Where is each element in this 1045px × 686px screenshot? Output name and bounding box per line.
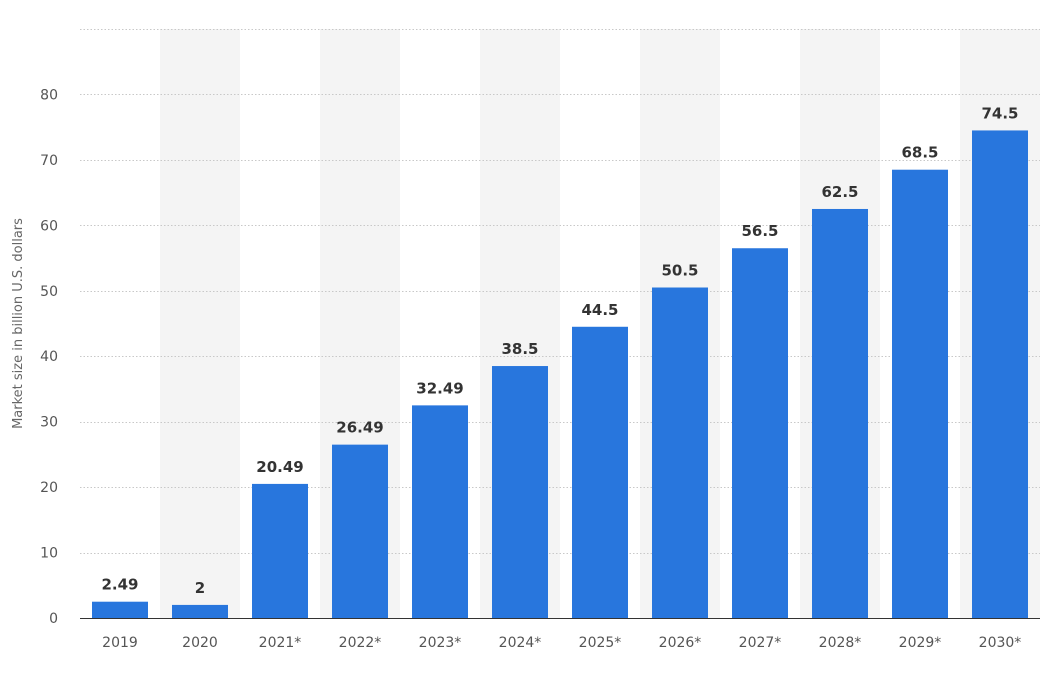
data-label: 50.5 (661, 262, 698, 280)
bar[interactable] (812, 208, 868, 618)
gridlines (80, 29, 1040, 554)
y-tick-label: 40 (40, 349, 58, 365)
y-tick-label: 30 (40, 415, 58, 431)
bar[interactable] (972, 130, 1028, 618)
data-label: 20.49 (256, 458, 303, 476)
x-tick-label: 2020 (182, 635, 218, 651)
data-label: 44.5 (581, 301, 618, 319)
data-label: 2.49 (101, 576, 138, 594)
y-tick-label: 10 (40, 546, 58, 562)
y-tick-label: 70 (40, 153, 58, 169)
y-tick-label: 50 (40, 284, 58, 300)
data-label: 2 (195, 579, 205, 597)
bar[interactable] (172, 604, 228, 618)
bar[interactable] (652, 287, 708, 618)
column-shade (160, 29, 240, 618)
bar[interactable] (492, 366, 548, 618)
bar[interactable] (92, 601, 148, 618)
y-tick-label: 60 (40, 218, 58, 234)
x-tick-label: 2027* (739, 635, 782, 651)
bar[interactable] (572, 326, 628, 618)
x-tick-label: 2026* (659, 635, 702, 651)
x-tick-label: 2028* (819, 635, 862, 651)
x-tick-label: 2025* (579, 635, 622, 651)
bar[interactable] (252, 483, 308, 618)
x-tick-label: 2024* (499, 635, 542, 651)
bar[interactable] (412, 405, 468, 618)
x-tick-label: 2030* (979, 635, 1022, 651)
x-tick-label: 2022* (339, 635, 382, 651)
data-label: 38.5 (501, 340, 538, 358)
y-axis: 0 10 20 30 40 50 60 70 80 (40, 87, 58, 627)
bar[interactable] (732, 248, 788, 618)
data-label: 26.49 (336, 419, 383, 437)
x-axis: 2019 2020 2021* 2022* 2023* 2024* 2025* 2026* 20… (102, 635, 1021, 651)
y-tick-label: 80 (40, 87, 58, 103)
y-tick-label: 20 (40, 480, 58, 496)
value-labels: 2.49 2 20.49 26.49 32.49 38.5 44.5 50.5 56.5 62.5… (101, 104, 1018, 596)
data-label: 62.5 (821, 183, 858, 201)
data-label: 32.49 (416, 379, 463, 397)
y-axis-title: Market size in billion U.S. dollars (11, 218, 26, 429)
data-label: 56.5 (741, 222, 778, 240)
bar[interactable] (892, 169, 948, 618)
x-tick-label: 2029* (899, 635, 942, 651)
y-tick-label: 0 (49, 611, 58, 627)
bar[interactable] (332, 444, 388, 618)
x-tick-label: 2021* (259, 635, 302, 651)
data-label: 74.5 (981, 104, 1018, 122)
bars (92, 130, 1028, 618)
x-tick-label: 2023* (419, 635, 462, 651)
x-tick-label: 2019 (102, 635, 138, 651)
data-label: 68.5 (901, 144, 938, 162)
